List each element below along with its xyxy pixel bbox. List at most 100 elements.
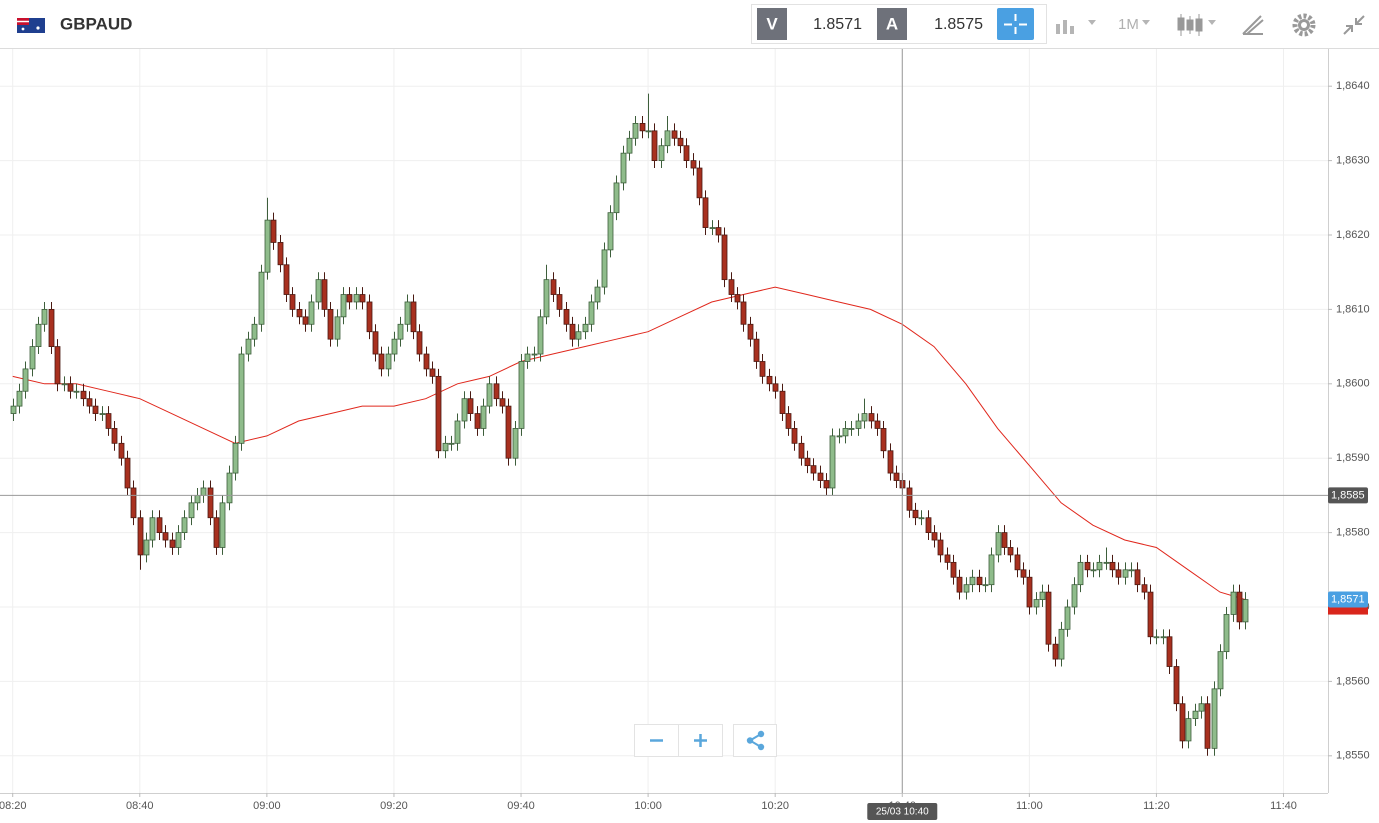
candle-body — [410, 301, 417, 333]
zoom-out-button[interactable] — [634, 724, 679, 757]
candle-body — [474, 413, 481, 429]
candle-body — [575, 331, 582, 340]
candle-body — [1179, 703, 1186, 742]
zoom-in-button[interactable] — [678, 724, 723, 757]
candle-body — [963, 584, 970, 593]
y-tick-label: 1,8640 — [1336, 80, 1370, 92]
draw-button[interactable] — [1242, 15, 1264, 35]
candle-body — [594, 286, 601, 303]
flag — [17, 18, 45, 33]
candle-body — [86, 398, 93, 407]
candle-body — [1122, 569, 1129, 578]
candle-body — [1039, 591, 1046, 600]
indicators-button[interactable] — [1056, 20, 1096, 34]
candle-body — [232, 442, 239, 474]
candle-body — [645, 130, 652, 133]
candle-body — [1058, 628, 1065, 660]
crosshair-time-label: 25/03 10:40 — [876, 807, 929, 818]
share-button[interactable] — [733, 724, 777, 757]
chart-type-button[interactable] — [1177, 14, 1216, 36]
candle-body — [238, 353, 245, 444]
crosshair-price-box — [1328, 487, 1368, 504]
candle-body — [435, 375, 442, 452]
plot: 1,85501,85601,85701,85801,85901,86001,86… — [0, 49, 1370, 820]
candle-body — [804, 457, 811, 467]
candle-body — [671, 130, 678, 139]
candle-body — [461, 398, 468, 422]
candle-body — [772, 383, 779, 392]
candle-body — [41, 308, 48, 325]
candle-body — [1109, 561, 1116, 571]
candle-body — [327, 308, 334, 340]
candle-body — [22, 368, 29, 392]
candle-body — [321, 279, 328, 310]
candle-body — [702, 197, 709, 228]
candle-body — [1166, 636, 1173, 667]
candle-body — [537, 316, 544, 355]
y-tick-label: 1,8600 — [1336, 378, 1370, 390]
candle-body — [1090, 569, 1097, 572]
candle-body — [137, 517, 144, 556]
last-price-box — [1328, 591, 1368, 608]
candle-body — [696, 167, 703, 199]
candle-body — [54, 346, 61, 385]
candle-body — [448, 442, 455, 445]
crosshair-button[interactable] — [997, 8, 1034, 40]
candle-body — [817, 472, 824, 481]
candle-body — [353, 294, 360, 303]
candle-body — [747, 323, 754, 340]
candle-body — [1141, 584, 1148, 593]
candle-body — [937, 539, 944, 556]
candle-body — [169, 539, 176, 548]
candle-body — [550, 279, 557, 295]
candle-body — [715, 227, 722, 236]
candle-body — [245, 338, 252, 355]
candle-body — [613, 182, 620, 214]
symbol: GBPAUD — [60, 14, 132, 33]
candle-body — [454, 420, 461, 444]
x-tick-label: 11:40 — [1270, 800, 1297, 812]
candle-body — [759, 361, 766, 377]
timeframe[interactable]: 1M — [1118, 16, 1139, 33]
settings-button[interactable] — [1292, 13, 1316, 37]
candle-body — [823, 480, 830, 489]
candle-body — [378, 353, 385, 370]
y-tick-label: 1,8560 — [1336, 675, 1370, 687]
candle-body — [270, 219, 277, 243]
candle-body — [340, 294, 347, 318]
candle-body — [950, 561, 957, 578]
x-tick-label: 09:40 — [507, 800, 535, 812]
candle-body — [143, 539, 150, 556]
candle-body — [162, 532, 169, 541]
y-tick-label: 1,8620 — [1336, 229, 1370, 241]
candle-body — [289, 294, 296, 310]
candle-body — [296, 308, 303, 318]
x-tick-label: 10:20 — [761, 800, 789, 812]
candle-body — [1045, 591, 1052, 645]
candle-body — [397, 323, 404, 340]
candle-body — [1198, 703, 1205, 712]
candle-body — [868, 413, 875, 422]
candle-body — [582, 323, 589, 333]
ask-badge[interactable] — [877, 8, 907, 40]
candle-body — [1242, 599, 1249, 623]
candle-body — [277, 242, 284, 266]
candle-body — [1007, 547, 1014, 556]
candle-body — [518, 361, 525, 429]
collapse-button[interactable] — [1343, 15, 1365, 35]
candle-body — [499, 398, 506, 407]
candle-body — [753, 338, 760, 362]
candle-body — [73, 390, 80, 393]
candle-body — [385, 353, 392, 370]
candle-body — [404, 301, 411, 325]
candle-body — [925, 517, 932, 533]
candle-body — [1096, 561, 1103, 571]
bid-badge[interactable] — [757, 8, 787, 40]
candle-body — [194, 494, 201, 504]
candle-body — [588, 301, 595, 325]
candle-body — [1160, 636, 1167, 639]
candle-body — [118, 442, 125, 459]
x-tick-label: 11:00 — [1016, 800, 1043, 812]
y-tick-label: 1,8630 — [1336, 155, 1370, 167]
candle-body — [1153, 636, 1160, 639]
